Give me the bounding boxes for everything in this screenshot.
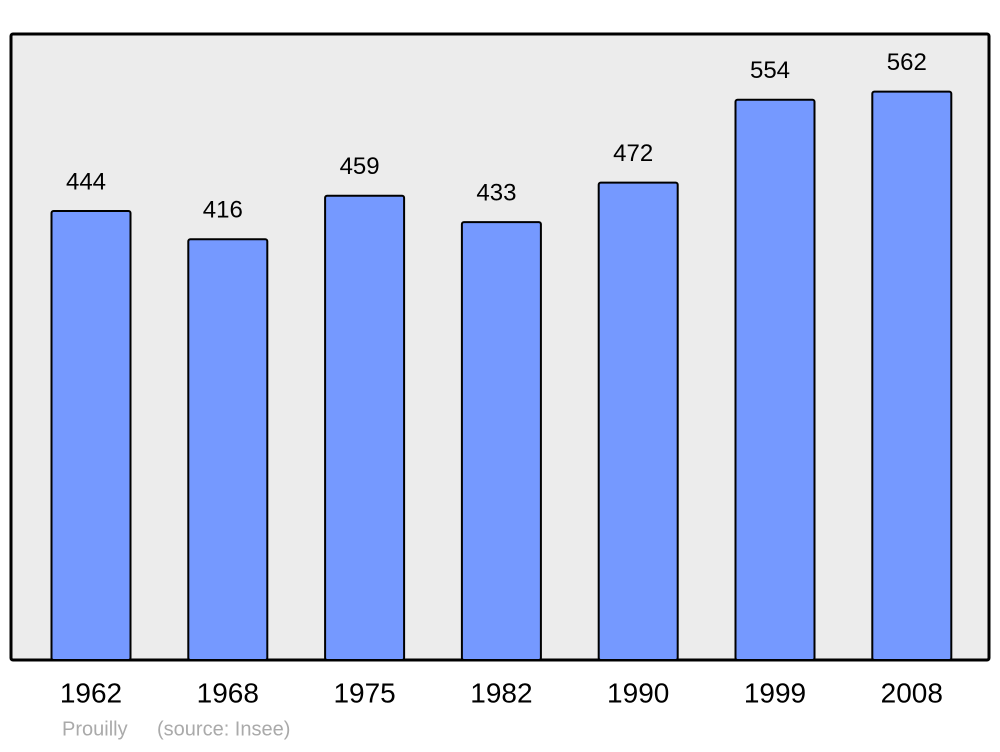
x-tick-label: 1962 [60, 677, 122, 708]
value-label: 472 [613, 140, 653, 167]
value-label: 554 [750, 57, 790, 84]
place-name: Prouilly [62, 718, 128, 740]
source-note: (source: Insee) [157, 718, 290, 740]
value-label: 416 [203, 197, 243, 224]
x-tick-label: 1975 [333, 677, 395, 708]
bar [597, 181, 679, 661]
x-tick-label: 2008 [881, 677, 943, 708]
value-label: 562 [887, 49, 927, 76]
x-tick-label: 1990 [607, 677, 669, 708]
bar [187, 238, 269, 661]
bar [460, 221, 542, 662]
x-tick-label: 1999 [744, 677, 806, 708]
x-tick-label: 1968 [197, 677, 259, 708]
value-label: 444 [66, 168, 106, 195]
bar [734, 98, 816, 662]
bar [50, 209, 132, 661]
bar [871, 90, 953, 662]
x-tick-label: 1982 [470, 677, 532, 708]
value-label: 459 [340, 153, 380, 180]
value-label: 433 [476, 179, 516, 206]
bar [324, 194, 406, 661]
